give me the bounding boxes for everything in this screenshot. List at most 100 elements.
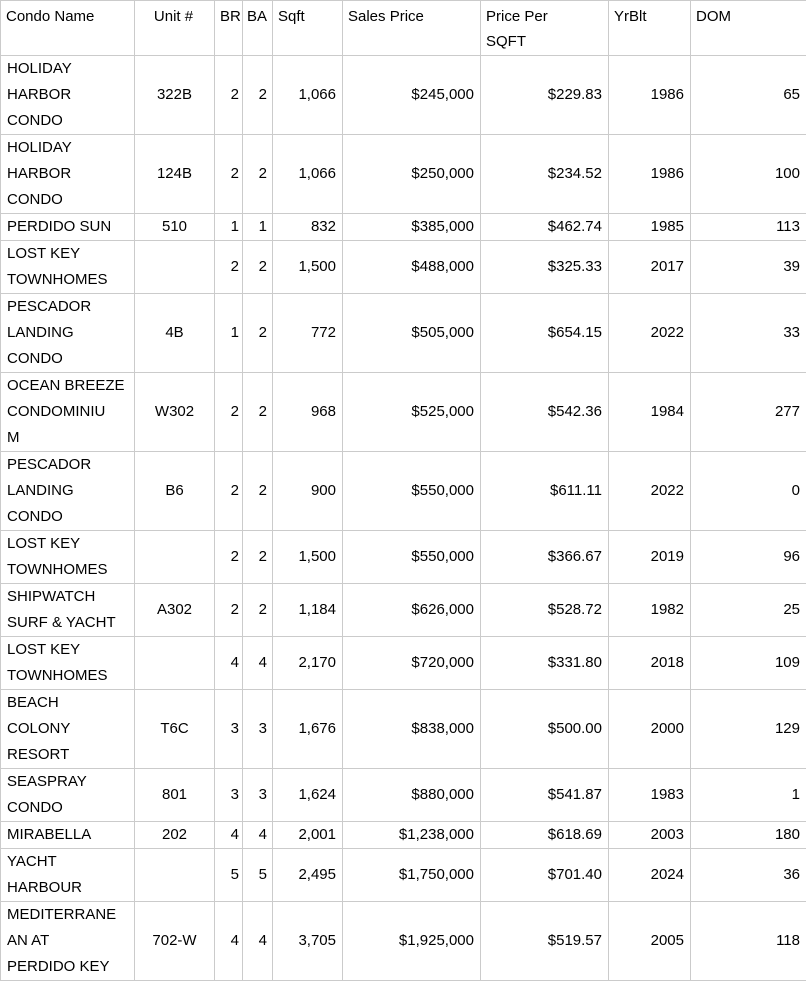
cell-sales_price[interactable]: $250,000	[343, 135, 481, 214]
cell-yrblt[interactable]: 2019	[609, 531, 691, 584]
cell-sales_price[interactable]: $880,000	[343, 769, 481, 822]
cell-price_per_sqft[interactable]: $542.36	[481, 373, 609, 452]
cell-yrblt[interactable]: 2024	[609, 849, 691, 902]
cell-yrblt[interactable]: 2005	[609, 902, 691, 981]
cell-yrblt[interactable]: 1986	[609, 135, 691, 214]
cell-price_per_sqft[interactable]: $366.67	[481, 531, 609, 584]
cell-sqft[interactable]: 1,066	[273, 56, 343, 135]
cell-dom[interactable]: 129	[691, 690, 806, 769]
cell-br[interactable]: 4	[215, 637, 243, 690]
cell-yrblt[interactable]: 1982	[609, 584, 691, 637]
column-header-sales-price[interactable]: Sales Price	[343, 1, 481, 56]
cell-sqft[interactable]: 2,495	[273, 849, 343, 902]
cell-unit[interactable]: B6	[135, 452, 215, 531]
cell-price_per_sqft[interactable]: $519.57	[481, 902, 609, 981]
cell-dom[interactable]: 109	[691, 637, 806, 690]
cell-br[interactable]: 2	[215, 452, 243, 531]
cell-dom[interactable]: 33	[691, 294, 806, 373]
cell-name[interactable]: LOST KEY TOWNHOMES	[1, 241, 135, 294]
column-header-price-per-sqft[interactable]: Price Per SQFT	[481, 1, 609, 56]
cell-price_per_sqft[interactable]: $701.40	[481, 849, 609, 902]
cell-price_per_sqft[interactable]: $528.72	[481, 584, 609, 637]
cell-dom[interactable]: 0	[691, 452, 806, 531]
cell-ba[interactable]: 2	[243, 56, 273, 135]
cell-name[interactable]: OCEAN BREEZE CONDOMINIU M	[1, 373, 135, 452]
cell-sales_price[interactable]: $525,000	[343, 373, 481, 452]
cell-sqft[interactable]: 832	[273, 214, 343, 241]
cell-yrblt[interactable]: 2018	[609, 637, 691, 690]
cell-sqft[interactable]: 1,066	[273, 135, 343, 214]
cell-sales_price[interactable]: $720,000	[343, 637, 481, 690]
cell-br[interactable]: 1	[215, 294, 243, 373]
cell-sqft[interactable]: 772	[273, 294, 343, 373]
cell-sqft[interactable]: 1,676	[273, 690, 343, 769]
cell-unit[interactable]	[135, 531, 215, 584]
cell-dom[interactable]: 39	[691, 241, 806, 294]
cell-br[interactable]: 3	[215, 769, 243, 822]
cell-name[interactable]: SEASPRAY CONDO	[1, 769, 135, 822]
cell-sqft[interactable]: 968	[273, 373, 343, 452]
cell-unit[interactable]	[135, 637, 215, 690]
cell-price_per_sqft[interactable]: $462.74	[481, 214, 609, 241]
cell-dom[interactable]: 65	[691, 56, 806, 135]
cell-yrblt[interactable]: 1984	[609, 373, 691, 452]
cell-br[interactable]: 3	[215, 690, 243, 769]
cell-br[interactable]: 5	[215, 849, 243, 902]
cell-br[interactable]: 4	[215, 822, 243, 849]
cell-br[interactable]: 1	[215, 214, 243, 241]
cell-yrblt[interactable]: 2000	[609, 690, 691, 769]
cell-price_per_sqft[interactable]: $331.80	[481, 637, 609, 690]
cell-sales_price[interactable]: $838,000	[343, 690, 481, 769]
cell-ba[interactable]: 2	[243, 135, 273, 214]
cell-sqft[interactable]: 3,705	[273, 902, 343, 981]
cell-name[interactable]: SHIPWATCH SURF & YACHT	[1, 584, 135, 637]
cell-dom[interactable]: 36	[691, 849, 806, 902]
cell-sqft[interactable]: 2,001	[273, 822, 343, 849]
cell-unit[interactable]	[135, 241, 215, 294]
cell-yrblt[interactable]: 1985	[609, 214, 691, 241]
column-header-dom[interactable]: DOM	[691, 1, 806, 56]
cell-price_per_sqft[interactable]: $229.83	[481, 56, 609, 135]
cell-ba[interactable]: 2	[243, 452, 273, 531]
cell-price_per_sqft[interactable]: $541.87	[481, 769, 609, 822]
cell-ba[interactable]: 4	[243, 902, 273, 981]
column-header-br[interactable]: BR	[215, 1, 243, 56]
cell-name[interactable]: LOST KEY TOWNHOMES	[1, 531, 135, 584]
cell-unit[interactable]: 510	[135, 214, 215, 241]
cell-ba[interactable]: 4	[243, 822, 273, 849]
cell-name[interactable]: HOLIDAY HARBOR CONDO	[1, 56, 135, 135]
cell-ba[interactable]: 2	[243, 241, 273, 294]
cell-name[interactable]: BEACH COLONY RESORT	[1, 690, 135, 769]
cell-name[interactable]: PESCADOR LANDING CONDO	[1, 452, 135, 531]
cell-ba[interactable]: 3	[243, 769, 273, 822]
cell-sales_price[interactable]: $505,000	[343, 294, 481, 373]
cell-sales_price[interactable]: $626,000	[343, 584, 481, 637]
cell-name[interactable]: MIRABELLA	[1, 822, 135, 849]
column-header-yrblt[interactable]: YrBlt	[609, 1, 691, 56]
cell-dom[interactable]: 277	[691, 373, 806, 452]
cell-price_per_sqft[interactable]: $325.33	[481, 241, 609, 294]
cell-unit[interactable]: T6C	[135, 690, 215, 769]
cell-name[interactable]: LOST KEY TOWNHOMES	[1, 637, 135, 690]
cell-sqft[interactable]: 900	[273, 452, 343, 531]
column-header-ba[interactable]: BA	[243, 1, 273, 56]
column-header-condo-name[interactable]: Condo Name	[1, 1, 135, 56]
cell-br[interactable]: 2	[215, 373, 243, 452]
cell-br[interactable]: 2	[215, 56, 243, 135]
cell-br[interactable]: 4	[215, 902, 243, 981]
cell-ba[interactable]: 3	[243, 690, 273, 769]
cell-sqft[interactable]: 1,624	[273, 769, 343, 822]
cell-br[interactable]: 2	[215, 531, 243, 584]
column-header-sqft[interactable]: Sqft	[273, 1, 343, 56]
cell-price_per_sqft[interactable]: $611.11	[481, 452, 609, 531]
cell-sales_price[interactable]: $385,000	[343, 214, 481, 241]
cell-yrblt[interactable]: 2003	[609, 822, 691, 849]
cell-dom[interactable]: 100	[691, 135, 806, 214]
cell-unit[interactable]: 801	[135, 769, 215, 822]
cell-br[interactable]: 2	[215, 584, 243, 637]
cell-br[interactable]: 2	[215, 135, 243, 214]
cell-unit[interactable]: 4B	[135, 294, 215, 373]
cell-sqft[interactable]: 1,184	[273, 584, 343, 637]
cell-br[interactable]: 2	[215, 241, 243, 294]
cell-unit[interactable]: 124B	[135, 135, 215, 214]
